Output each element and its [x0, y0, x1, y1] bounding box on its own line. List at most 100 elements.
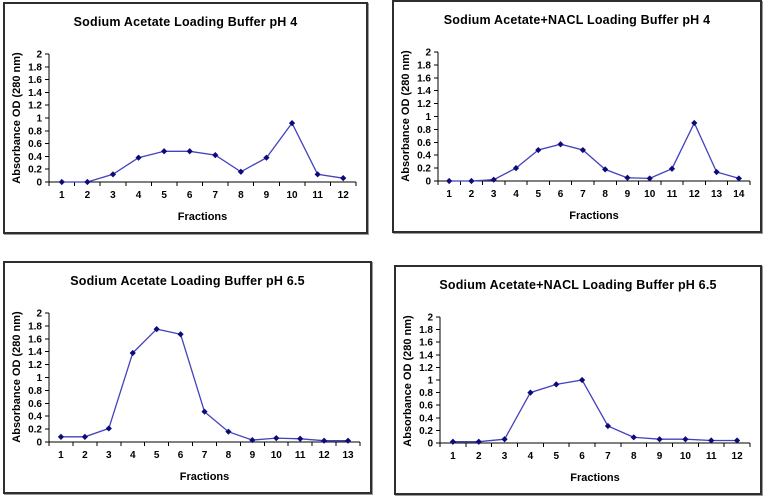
svg-text:1.6: 1.6 [28, 75, 42, 86]
plot-svg: 00.20.40.60.811.21.41.61.821 2 3 4 5 6 7 8 9 10 11… [28, 309, 361, 462]
svg-text:11: 11 [667, 189, 678, 200]
x-axis-title: Fractions [177, 211, 228, 223]
svg-text:3: 3 [106, 450, 112, 461]
x-axis-title: Fractions [569, 210, 619, 222]
chart-panel-sodium-acetate-nacl-ph65: 0 0.2 0.4 0.6 0.8 1 1.2 1.4 1.6 1.8 2 1 2 3 4 5 6 7 8 9 10 11… [394, 265, 762, 495]
series-line [61, 121, 344, 183]
svg-text:13: 13 [342, 450, 354, 461]
svg-text:14: 14 [733, 189, 745, 200]
series-markers [57, 326, 352, 444]
svg-text:13: 13 [711, 189, 723, 200]
svg-text:0.6: 0.6 [417, 138, 431, 149]
svg-text:0.2: 0.2 [28, 165, 42, 176]
svg-text:12: 12 [732, 451, 744, 462]
svg-text:8: 8 [226, 450, 232, 461]
chart-panel-sodium-acetate-ph65: 0 0.2 0.4 0.6 0.8 1 1.2 1.4 1.6 1.8 2 1 2 3 4 5 6 7 8 9 10 11… [3, 261, 372, 494]
svg-text:10: 10 [286, 190, 298, 201]
svg-text:1: 1 [446, 189, 452, 200]
svg-text:2: 2 [469, 189, 475, 200]
plot-svg: 00.20.40.60.811.21.41.61.821 2 3 4 5 6 7 8 9 10 11… [28, 50, 357, 202]
svg-text:1.8: 1.8 [28, 321, 42, 332]
svg-text:1.4: 1.4 [28, 347, 42, 358]
y-axis-title: Absorbance OD (280 nm) [402, 315, 414, 447]
svg-text:4: 4 [130, 450, 136, 461]
svg-text:0.2: 0.2 [28, 425, 42, 436]
series-line [61, 328, 348, 442]
svg-text:12: 12 [319, 450, 331, 461]
svg-text:1: 1 [36, 373, 42, 384]
svg-text:2: 2 [476, 451, 482, 462]
axes [436, 316, 751, 447]
svg-text:1.8: 1.8 [28, 62, 42, 73]
chart-panel-sodium-acetate-nacl-ph4: 0 0.2 0.4 0.6 0.8 1 1.2 1.4 1.6 1.8 2 1 2 3 4 5 6 7 8 9 10 11… [392, 0, 762, 233]
svg-text:6: 6 [187, 190, 193, 201]
svg-text:0.6: 0.6 [28, 139, 42, 150]
svg-text:1.2: 1.2 [419, 363, 433, 374]
svg-text:10: 10 [644, 189, 656, 200]
chart-title: Sodium Acetate+NACL Loading Buffer pH 6.… [439, 278, 717, 292]
svg-text:1.4: 1.4 [417, 86, 431, 97]
svg-text:0.2: 0.2 [417, 164, 431, 175]
tick-labels: 00.20.40.60.811.21.41.61.821 2 3 4 5 6 7 8 9 10 11… [417, 48, 745, 201]
svg-text:0.2: 0.2 [419, 426, 433, 437]
series-line [449, 121, 740, 182]
chart-title: Sodium Acetate Loading Buffer pH 6.5 [70, 274, 305, 288]
svg-text:6: 6 [579, 451, 585, 462]
svg-text:3: 3 [491, 189, 497, 200]
svg-text:0.6: 0.6 [28, 399, 42, 410]
svg-text:1: 1 [450, 451, 456, 462]
svg-text:2: 2 [36, 309, 42, 320]
svg-text:1: 1 [59, 190, 65, 201]
svg-text:8: 8 [631, 451, 637, 462]
tick-labels: 00.20.40.60.811.21.41.61.821 2 3 4 5 6 7 8 9 10 11… [419, 313, 743, 463]
svg-text:11: 11 [312, 190, 323, 201]
svg-text:1.2: 1.2 [28, 360, 42, 371]
svg-text:4: 4 [513, 189, 519, 200]
svg-text:10: 10 [680, 451, 692, 462]
tick-labels: 00.20.40.60.811.21.41.61.821 2 3 4 5 6 7 8 9 10 11… [28, 50, 349, 202]
svg-text:5: 5 [536, 189, 542, 200]
axes [45, 312, 361, 446]
svg-text:2: 2 [36, 50, 42, 61]
svg-text:5: 5 [161, 190, 167, 201]
svg-text:8: 8 [602, 189, 608, 200]
svg-text:1.4: 1.4 [28, 88, 42, 99]
y-axis-title: Absorbance OD (280 nm) [400, 50, 412, 182]
svg-text:11: 11 [295, 450, 306, 461]
svg-text:0: 0 [36, 438, 42, 449]
svg-text:9: 9 [264, 190, 270, 201]
chart-title: Sodium Acetate+NACL Loading Buffer pH 4 [443, 13, 711, 27]
svg-text:3: 3 [110, 190, 116, 201]
svg-text:7: 7 [202, 450, 208, 461]
svg-text:1.6: 1.6 [419, 338, 433, 349]
x-axis-title: Fractions [179, 471, 230, 483]
svg-text:1.4: 1.4 [419, 350, 433, 361]
svg-text:1.8: 1.8 [419, 325, 433, 336]
svg-text:11: 11 [706, 451, 717, 462]
tick-labels: 00.20.40.60.811.21.41.61.821 2 3 4 5 6 7 8 9 10 11… [28, 309, 354, 462]
svg-text:7: 7 [213, 190, 219, 201]
svg-text:0: 0 [425, 177, 431, 188]
svg-text:1: 1 [425, 112, 431, 123]
x-axis-title: Fractions [570, 472, 620, 484]
chart-title: Sodium Acetate Loading Buffer pH 4 [73, 15, 298, 29]
svg-text:12: 12 [338, 190, 350, 201]
svg-text:7: 7 [605, 451, 611, 462]
svg-text:9: 9 [657, 451, 663, 462]
svg-text:0.8: 0.8 [417, 125, 431, 136]
svg-text:0.4: 0.4 [419, 413, 433, 424]
svg-text:0.8: 0.8 [419, 388, 433, 399]
svg-text:0: 0 [36, 178, 42, 189]
svg-text:1: 1 [58, 450, 64, 461]
svg-text:1: 1 [427, 376, 433, 387]
svg-text:0.4: 0.4 [28, 412, 42, 423]
svg-text:0.8: 0.8 [28, 126, 42, 137]
y-axis-title: Absorbance OD (280 nm) [11, 311, 23, 443]
svg-text:9: 9 [625, 189, 631, 200]
svg-text:2: 2 [427, 313, 433, 324]
svg-text:1: 1 [36, 114, 42, 125]
chart-panel-sodium-acetate-ph4: 0 0.2 0.4 0.6 0.8 1 1.2 1.4 1.6 1.8 2 1 2 3 4 5 6 7 8 9 10 11… [3, 2, 368, 234]
series-markers [449, 376, 741, 445]
series-markers [58, 120, 347, 186]
